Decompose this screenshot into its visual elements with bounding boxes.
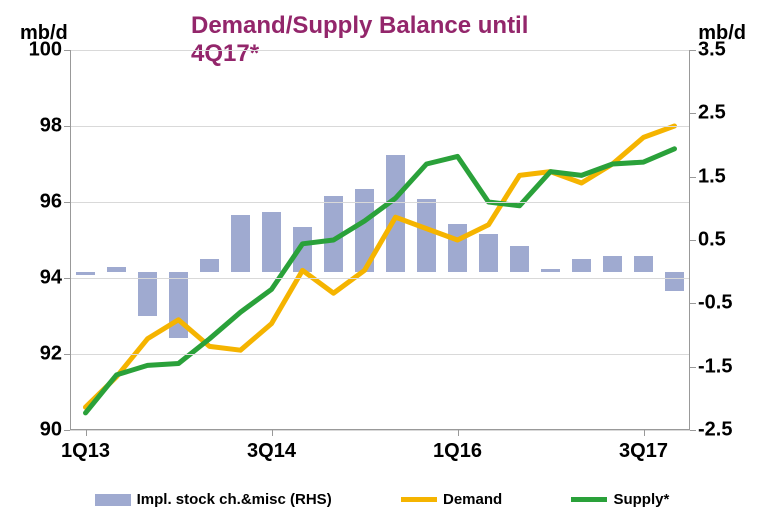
axis-line xyxy=(70,50,71,430)
y-tick-right-label: 3.5 xyxy=(698,39,726,62)
y-tick-right-label: -0.5 xyxy=(698,292,732,315)
legend-swatch-bar-icon xyxy=(95,494,131,506)
plot-area: 9092949698100-2.5-1.5-0.50.51.52.53.51Q1… xyxy=(70,50,690,430)
tick-mark xyxy=(690,113,696,114)
x-tick-label: 1Q16 xyxy=(433,440,482,463)
y-tick-left-label: 90 xyxy=(40,419,62,442)
tick-mark xyxy=(690,50,696,51)
tick-mark xyxy=(272,430,273,436)
gridline xyxy=(70,354,690,355)
gridline xyxy=(70,430,690,431)
lines-layer xyxy=(70,50,690,430)
y-tick-left-label: 100 xyxy=(29,39,62,62)
gridline xyxy=(70,278,690,279)
y-tick-right-label: 2.5 xyxy=(698,102,726,125)
legend-swatch-line-icon xyxy=(401,497,437,502)
tick-mark xyxy=(458,430,459,436)
x-tick-label: 3Q14 xyxy=(247,440,296,463)
legend-item-demand: Demand xyxy=(401,491,502,508)
tick-mark xyxy=(690,303,696,304)
series-line xyxy=(86,149,675,413)
gridline xyxy=(70,202,690,203)
legend-label-demand: Demand xyxy=(443,491,502,508)
gridline xyxy=(70,50,690,51)
tick-mark xyxy=(644,430,645,436)
y-tick-right-label: 1.5 xyxy=(698,165,726,188)
y-tick-left-label: 92 xyxy=(40,343,62,366)
gridline xyxy=(70,126,690,127)
legend: Impl. stock ch.&misc (RHS) Demand Supply… xyxy=(60,491,704,508)
legend-item-bars: Impl. stock ch.&misc (RHS) xyxy=(95,491,332,508)
tick-mark xyxy=(690,367,696,368)
tick-mark xyxy=(690,240,696,241)
tick-mark xyxy=(690,430,696,431)
legend-label-supply: Supply* xyxy=(613,491,669,508)
y-tick-left-label: 96 xyxy=(40,191,62,214)
tick-mark xyxy=(64,430,70,431)
y-tick-left-label: 94 xyxy=(40,267,62,290)
x-tick-label: 3Q17 xyxy=(619,440,668,463)
chart-container: Demand/Supply Balance until 4Q17* mb/d m… xyxy=(0,0,764,516)
y-tick-right-label: 0.5 xyxy=(698,229,726,252)
legend-item-supply: Supply* xyxy=(571,491,669,508)
y-tick-left-label: 98 xyxy=(40,115,62,138)
x-tick-label: 1Q13 xyxy=(61,440,110,463)
tick-mark xyxy=(690,177,696,178)
y-tick-right-label: -2.5 xyxy=(698,419,732,442)
axis-line xyxy=(70,429,690,430)
axis-line xyxy=(689,50,690,430)
legend-label-bars: Impl. stock ch.&misc (RHS) xyxy=(137,491,332,508)
tick-mark xyxy=(86,430,87,436)
legend-swatch-line-icon xyxy=(571,497,607,502)
y-tick-right-label: -1.5 xyxy=(698,355,732,378)
